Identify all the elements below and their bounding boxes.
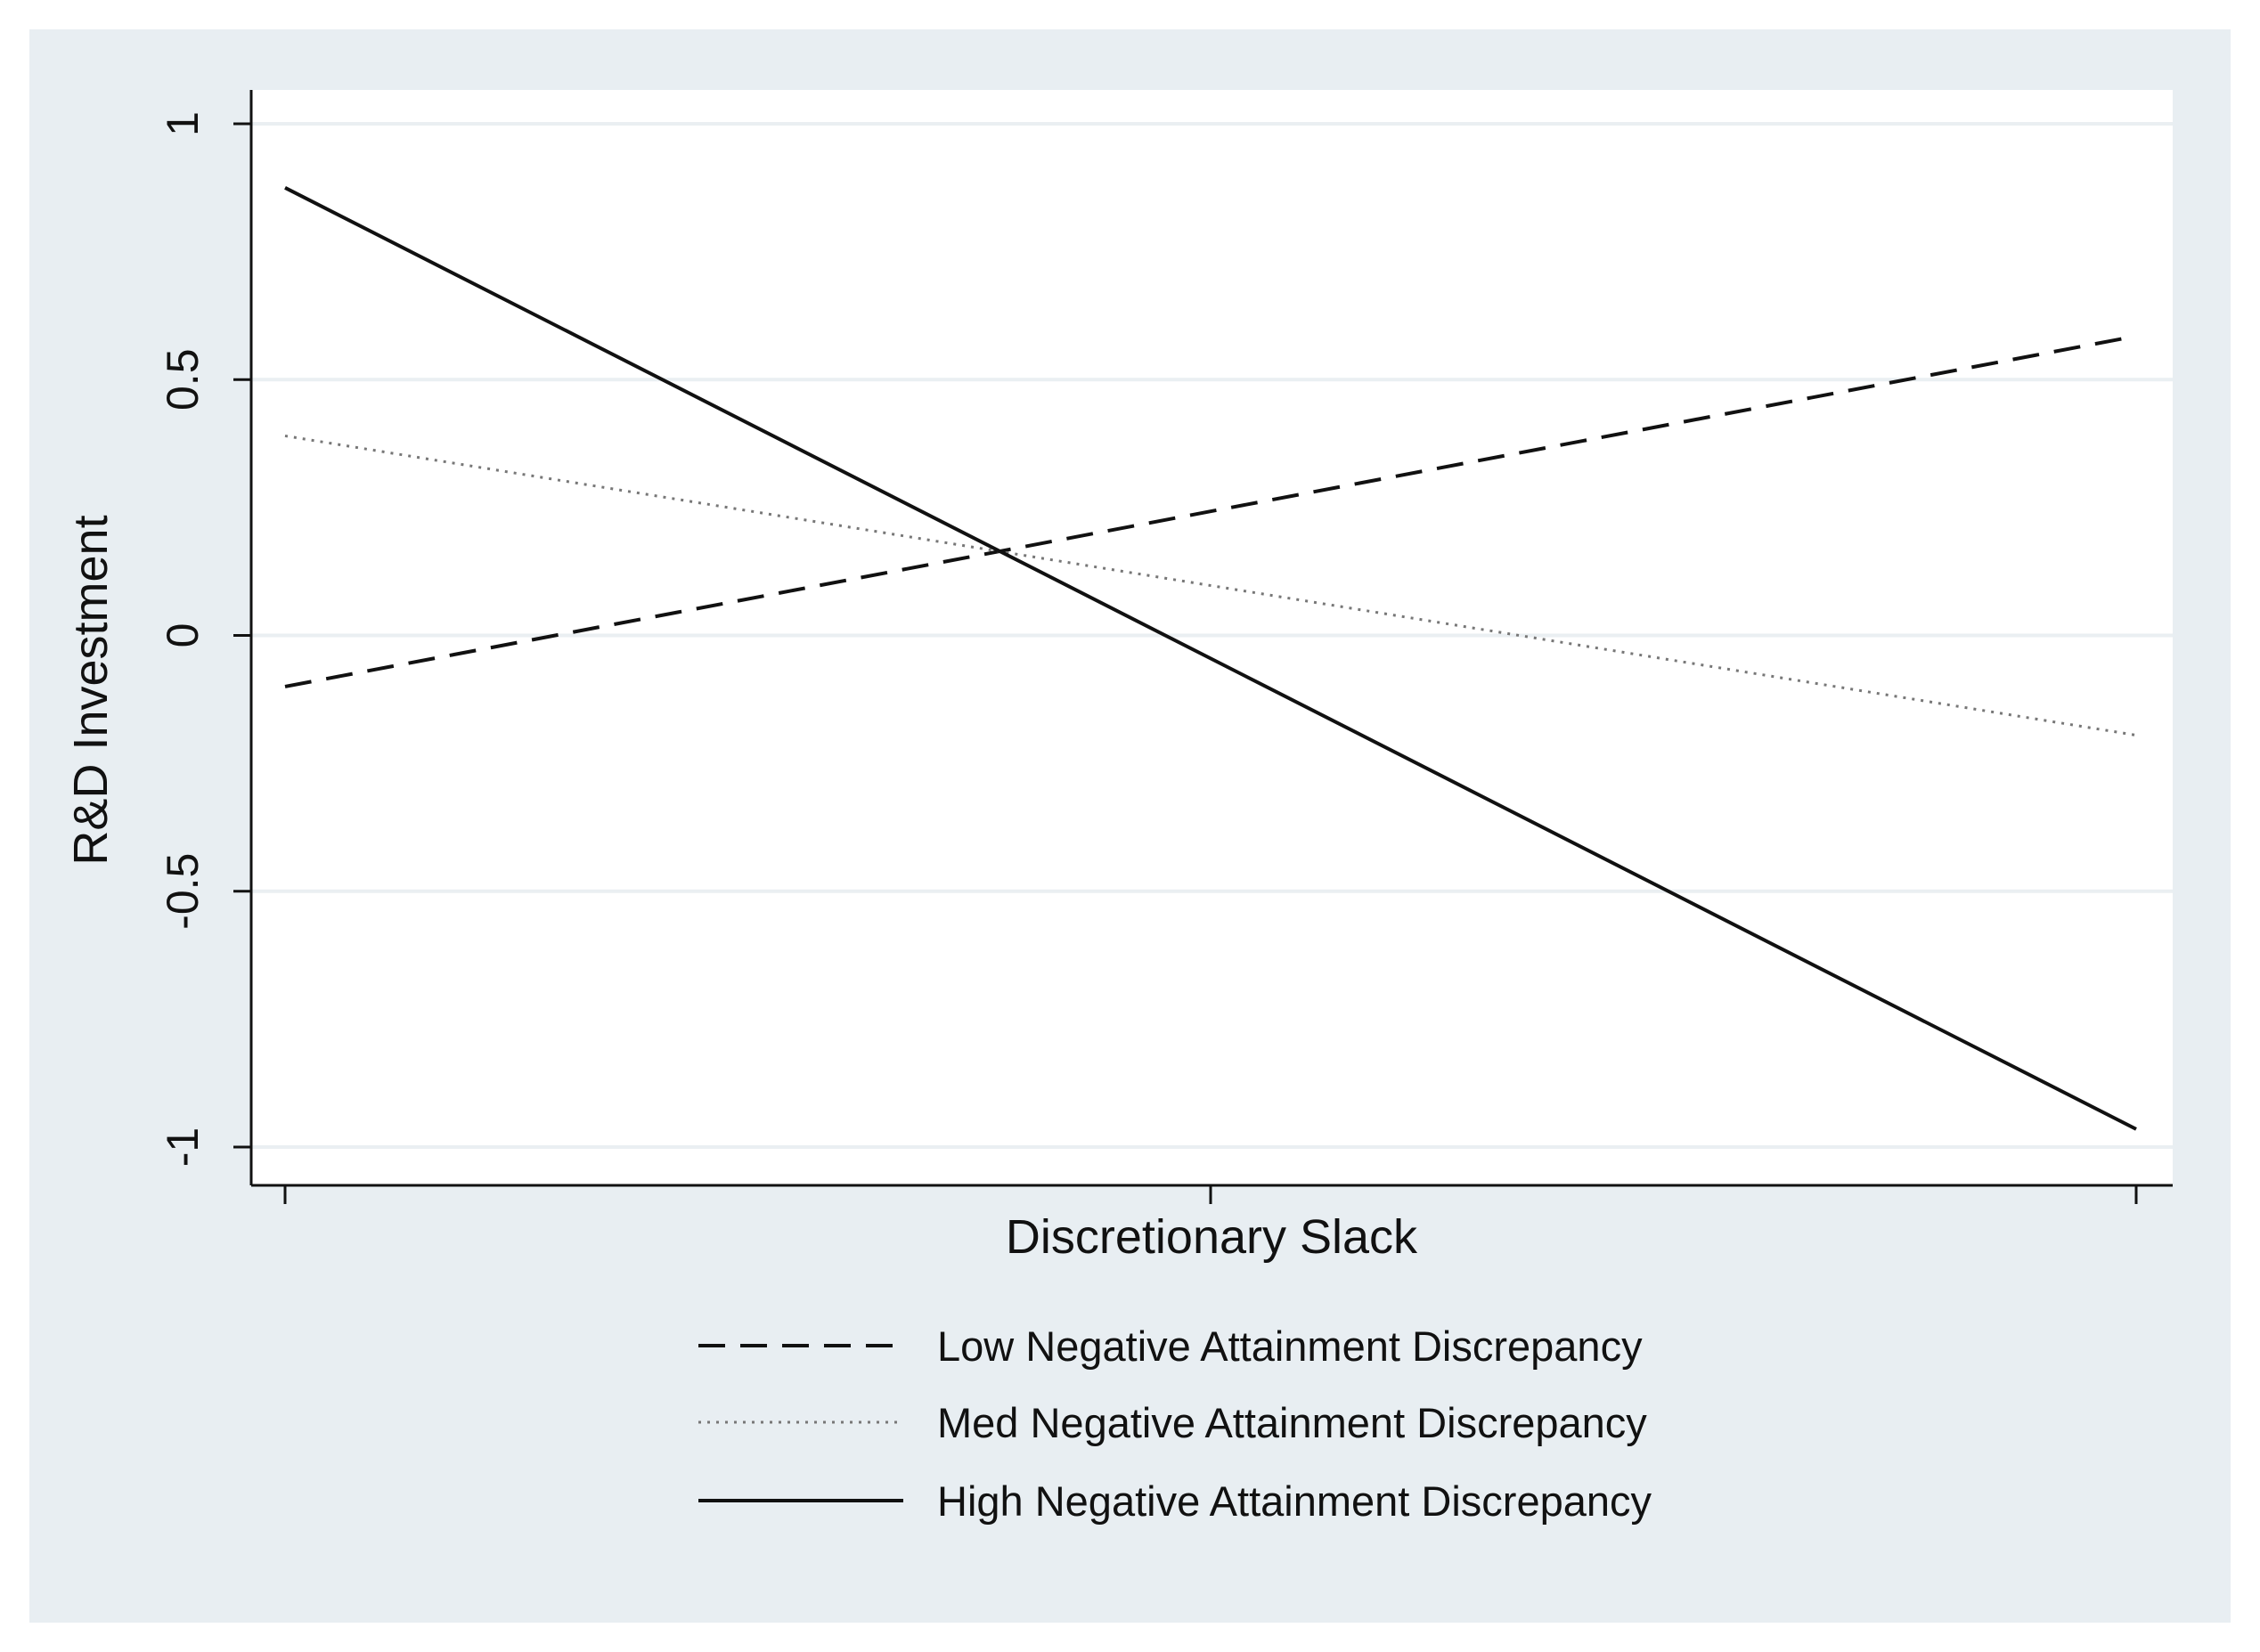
series-line-solid <box>284 186 2137 1131</box>
y-tick-label: -0.5 <box>158 853 208 930</box>
y-tick-label: 1 <box>158 111 208 136</box>
y-ticks: -1 -0.5 0 0.5 1 <box>158 111 251 1167</box>
gridlines <box>251 122 2173 1149</box>
x-axis-label: Discretionary Slack <box>1006 1210 1418 1264</box>
legend-label: Med Negative Attainment Discrepancy <box>937 1399 1647 1446</box>
y-tick-label: -1 <box>158 1127 208 1167</box>
legend-label: High Negative Attainment Discrepancy <box>937 1477 1652 1525</box>
y-tick-label: 0.5 <box>158 348 208 411</box>
series-line-dashed <box>284 334 2137 688</box>
series-lines <box>284 186 2137 1131</box>
y-tick-label: 0 <box>158 623 208 648</box>
legend-label: Low Negative Attainment Discrepancy <box>937 1322 1643 1370</box>
x-ticks <box>283 1185 2138 1204</box>
legend: Low Negative Attainment Discrepancy Med N… <box>698 1322 1652 1525</box>
series-line-dotted <box>284 434 2137 737</box>
y-axis-label: R&D Investment <box>64 515 118 865</box>
plot-area <box>251 90 2173 1185</box>
